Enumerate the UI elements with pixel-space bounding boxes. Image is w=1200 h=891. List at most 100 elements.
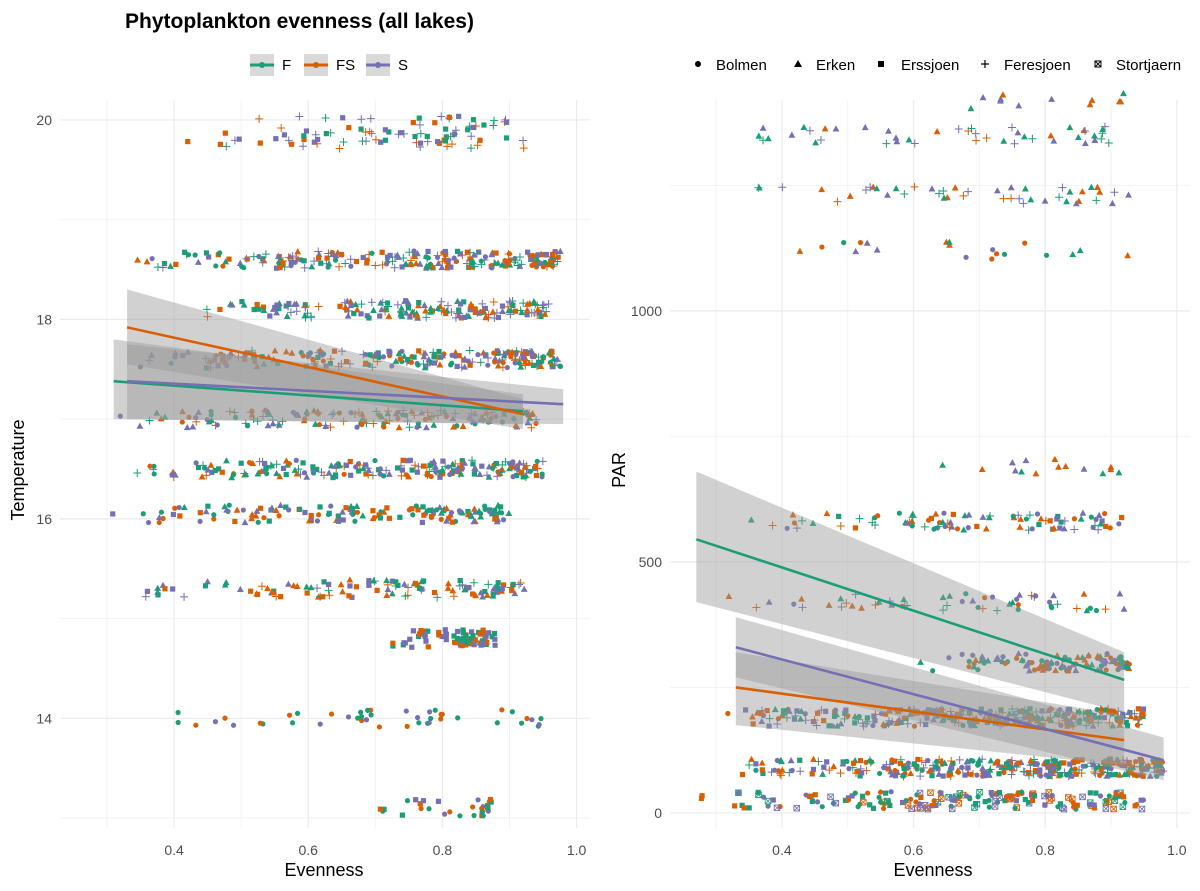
data-point	[1159, 768, 1165, 774]
data-point	[377, 515, 383, 521]
data-point	[699, 793, 705, 799]
data-point	[422, 307, 429, 314]
data-point	[1019, 199, 1028, 208]
data-point	[410, 308, 419, 317]
data-point	[415, 507, 421, 513]
data-point	[979, 94, 987, 101]
data-point	[359, 350, 368, 359]
data-point	[395, 424, 403, 431]
data-point	[424, 133, 430, 140]
data-point	[470, 117, 477, 123]
data-point	[948, 805, 956, 813]
data-point	[1002, 797, 1008, 804]
data-point	[528, 256, 534, 262]
data-point	[1098, 129, 1107, 138]
data-point	[162, 586, 168, 592]
data-point	[524, 312, 530, 318]
data-point	[499, 303, 506, 309]
ci-ribbon-s	[127, 344, 564, 425]
data-point	[931, 798, 937, 804]
data-point	[453, 468, 459, 474]
data-point	[1066, 123, 1074, 131]
data-point	[254, 301, 260, 308]
data-point	[485, 417, 493, 425]
data-point	[1021, 133, 1028, 140]
legend-shape-square-icon	[878, 61, 884, 67]
data-point	[1081, 139, 1089, 147]
data-point	[1012, 805, 1018, 811]
data-point	[1105, 798, 1112, 805]
data-point	[418, 409, 426, 416]
data-point	[396, 461, 405, 470]
data-point	[339, 588, 346, 595]
data-point	[423, 137, 432, 146]
data-point	[431, 589, 438, 596]
data-point	[443, 301, 452, 310]
data-point	[412, 580, 419, 587]
data-point	[292, 307, 301, 316]
data-point	[179, 419, 185, 425]
data-point	[1088, 661, 1096, 668]
data-point	[1083, 708, 1092, 717]
data-point	[366, 114, 375, 123]
data-point	[258, 505, 264, 511]
data-point	[455, 628, 461, 635]
data-point	[1127, 712, 1135, 720]
data-point	[791, 520, 798, 526]
data-point	[506, 298, 515, 307]
data-point	[339, 138, 348, 147]
data-point	[1047, 518, 1053, 524]
data-point	[911, 723, 918, 729]
data-point	[240, 301, 248, 308]
data-point	[273, 309, 280, 316]
data-point	[421, 632, 428, 638]
data-point	[1109, 199, 1116, 207]
data-point	[950, 511, 956, 518]
data-point	[518, 720, 525, 726]
data-point	[347, 298, 354, 305]
data-point	[923, 721, 929, 728]
data-point	[171, 349, 179, 356]
data-point	[1088, 762, 1097, 771]
data-point	[180, 352, 186, 359]
data-point	[1057, 801, 1064, 807]
data-point	[353, 306, 361, 313]
data-point	[1116, 590, 1124, 597]
data-point	[1031, 793, 1038, 799]
data-point	[900, 799, 906, 806]
data-point	[470, 518, 478, 525]
data-point	[377, 466, 383, 472]
data-point	[411, 461, 420, 470]
data-point	[358, 709, 364, 715]
data-point	[758, 711, 764, 717]
data-point	[459, 458, 465, 464]
data-point	[409, 644, 415, 650]
data-point	[258, 258, 267, 267]
data-point	[294, 710, 301, 716]
data-point	[827, 793, 834, 801]
data-point	[358, 717, 365, 724]
data-point	[293, 300, 300, 307]
data-point	[831, 713, 838, 719]
data-point	[1024, 771, 1033, 780]
data-point	[206, 357, 214, 364]
data-point	[1064, 667, 1072, 674]
data-point	[384, 300, 391, 306]
data-point	[917, 658, 924, 665]
data-point	[432, 462, 439, 470]
data-point	[197, 518, 203, 525]
data-point	[859, 770, 865, 776]
data-point	[442, 138, 449, 144]
data-point	[448, 264, 454, 270]
data-point	[825, 766, 834, 775]
data-point	[316, 512, 322, 518]
data-point	[1015, 606, 1021, 613]
data-point	[797, 516, 806, 525]
data-point	[1117, 98, 1125, 105]
data-point	[1042, 762, 1051, 771]
data-point	[260, 360, 268, 367]
data-point	[451, 131, 457, 137]
data-point	[299, 142, 308, 151]
data-point	[525, 359, 533, 366]
data-point	[1117, 665, 1123, 671]
